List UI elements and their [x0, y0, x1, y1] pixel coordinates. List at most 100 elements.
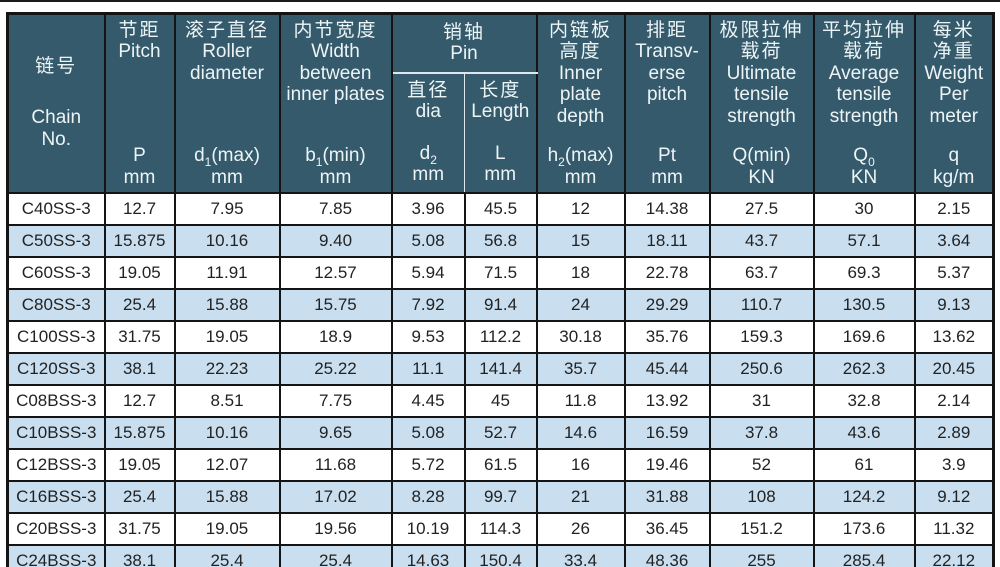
value-cell: 26 — [535, 512, 626, 546]
value-cell: 2.15 — [913, 192, 995, 226]
header-roller-diameter: 滚子直径 Roller diameter d1(max) mm — [173, 12, 281, 194]
chain-no-cell: C40SS-3 — [6, 192, 106, 226]
header-transverse-unit: mm — [651, 166, 683, 188]
value-cell: 9.40 — [278, 224, 393, 258]
value-cell: 18.11 — [623, 224, 711, 258]
header-roller-zh: 滚子直径 — [184, 20, 269, 41]
header-average-symbol: Q0 — [853, 145, 875, 169]
chain-no-cell: C60SS-3 — [6, 256, 106, 290]
value-cell: 21 — [535, 480, 626, 514]
value-cell: 150.4 — [463, 544, 538, 567]
table-header: 链号 Chain No. 节距 Pitch P mm — [6, 12, 995, 195]
header-inner-plate-unit: mm — [564, 166, 597, 188]
value-cell: 25.4 — [103, 480, 176, 514]
value-cell: 250.6 — [708, 352, 815, 386]
value-cell: 37.8 — [708, 416, 815, 450]
value-cell: 15.88 — [173, 480, 281, 514]
table-row: C20BSS-3 31.75 19.05 19.56 10.19 114.3 26 36.45… — [6, 512, 995, 546]
value-cell: 262.3 — [812, 352, 916, 386]
value-cell: 8.28 — [390, 480, 466, 514]
value-cell: 19.56 — [278, 512, 393, 546]
value-cell: 36.45 — [623, 512, 711, 546]
value-cell: 35.7 — [535, 352, 626, 386]
header-pin-length-zh: 长度 — [479, 79, 522, 101]
value-cell: 9.53 — [390, 320, 466, 354]
value-cell: 5.72 — [390, 448, 466, 482]
value-cell: 10.16 — [173, 416, 281, 450]
value-cell: 110.7 — [708, 288, 815, 322]
value-cell: 2.89 — [913, 416, 995, 450]
value-cell: 7.95 — [173, 192, 281, 226]
header-width-zh: 内节宽度 — [293, 20, 378, 41]
value-cell: 9.13 — [913, 288, 995, 322]
value-cell: 19.05 — [173, 320, 281, 354]
value-cell: 5.94 — [390, 256, 466, 290]
table-row: C100SS-3 31.75 19.05 18.9 9.53 112.2 30.18 35.7… — [6, 320, 995, 354]
header-roller-symbol: d1(max) — [194, 145, 260, 169]
value-cell: 11.8 — [535, 384, 626, 418]
value-cell: 169.6 — [812, 320, 916, 354]
top-rule-divider — [0, 0, 1000, 2]
value-cell: 30 — [812, 192, 916, 226]
value-cell: 9.65 — [278, 416, 393, 450]
table-row: C60SS-3 19.05 11.91 12.57 5.94 71.5 18 22.78 63.… — [6, 256, 995, 290]
value-cell: 30.18 — [535, 320, 626, 354]
value-cell: 25.4 — [278, 544, 393, 567]
header-pin-length-unit: mm — [484, 164, 517, 186]
header-ultimate-zh: 极限拉伸 载荷 — [719, 20, 804, 63]
chain-no-cell: C20BSS-3 — [6, 512, 106, 546]
value-cell: 99.7 — [463, 480, 538, 514]
value-cell: 69.3 — [812, 256, 916, 290]
value-cell: 12 — [535, 192, 626, 226]
value-cell: 3.96 — [390, 192, 466, 226]
value-cell: 5.08 — [390, 416, 466, 450]
value-cell: 22.78 — [623, 256, 711, 290]
value-cell: 8.51 — [173, 384, 281, 418]
chain-no-cell: C120SS-3 — [6, 352, 106, 386]
value-cell: 20.45 — [913, 352, 995, 386]
header-weight-zh: 每米 净重 — [932, 20, 975, 63]
value-cell: 27.5 — [708, 192, 815, 226]
header-pitch-zh: 节距 — [118, 20, 161, 41]
value-cell: 11.91 — [173, 256, 281, 290]
header-chain-no: 链号 Chain No. — [6, 12, 106, 194]
header-width-symbol: b1(min) — [305, 145, 366, 169]
table-row: C08BSS-3 12.7 8.51 7.75 4.45 45 11.8 13.92 31 32.… — [6, 384, 995, 418]
value-cell: 56.8 — [463, 224, 538, 258]
table-row: C50SS-3 15.875 10.16 9.40 5.08 56.8 15 18.11 43.… — [6, 224, 995, 258]
header-width-inner-plates: 内节宽度 Width between inner plates b1(min) … — [278, 12, 393, 194]
value-cell: 52 — [708, 448, 815, 482]
header-chain-no-en: Chain No. — [31, 107, 82, 150]
table-body: C40SS-3 12.7 7.95 7.85 3.96 45.5 12 14.38 27.5 30… — [6, 192, 995, 567]
header-ultimate-symbol: Q(min) — [732, 145, 791, 167]
value-cell: 112.2 — [463, 320, 538, 354]
value-cell: 14.38 — [623, 192, 711, 226]
header-weight-unit: kg/m — [933, 166, 975, 188]
value-cell: 31.88 — [623, 480, 711, 514]
value-cell: 7.75 — [278, 384, 393, 418]
value-cell: 33.4 — [535, 544, 626, 567]
value-cell: 15.75 — [278, 288, 393, 322]
value-cell: 12.07 — [173, 448, 281, 482]
table-row: C24BSS-3 38.1 25.4 25.4 14.63 150.4 33.4 48.36 2… — [6, 544, 995, 567]
value-cell: 15 — [535, 224, 626, 258]
value-cell: 7.85 — [278, 192, 393, 226]
value-cell: 32.8 — [812, 384, 916, 418]
value-cell: 14.6 — [535, 416, 626, 450]
header-weight-per-meter: 每米 净重 Weight Per meter q kg/m — [913, 12, 995, 194]
header-pitch-unit: mm — [123, 166, 156, 188]
value-cell: 4.45 — [390, 384, 466, 418]
header-inner-plate-symbol: h2(max) — [547, 145, 614, 169]
value-cell: 43.6 — [812, 416, 916, 450]
header-transverse-pitch: 排距 Transv- erse pitch Pt mm — [623, 12, 711, 194]
value-cell: 3.64 — [913, 224, 995, 258]
value-cell: 52.7 — [463, 416, 538, 450]
value-cell: 11.32 — [913, 512, 995, 546]
value-cell: 11.68 — [278, 448, 393, 482]
value-cell: 16 — [535, 448, 626, 482]
header-inner-plate-en: Inner plate depth — [556, 62, 605, 127]
header-pitch-en: Pitch — [118, 41, 161, 63]
header-average-tensile: 平均拉伸 载荷 Average tensile strength Q0 KN — [812, 12, 916, 194]
header-pin-dia: 直径 dia d2 mm — [390, 71, 465, 195]
